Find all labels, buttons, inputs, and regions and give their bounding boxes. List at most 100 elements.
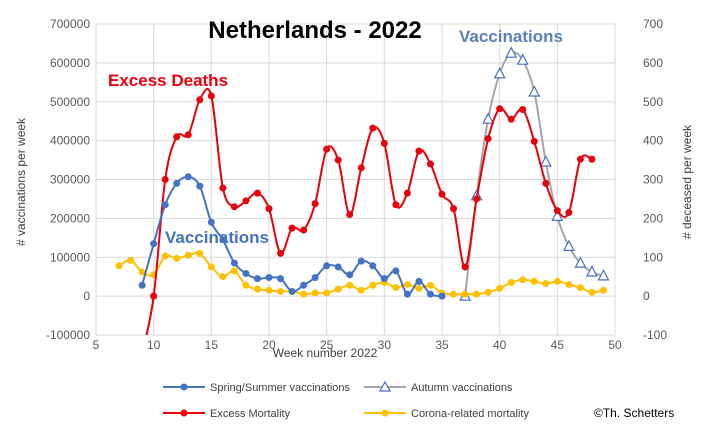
data-point-spring-summer-vaccinations bbox=[392, 267, 400, 275]
y-left-tick-label: 100000 bbox=[50, 250, 90, 264]
data-point-spring-summer-vaccinations bbox=[219, 236, 227, 244]
data-point-spring-summer-vaccinations bbox=[161, 201, 169, 209]
data-point-excess-mortality bbox=[196, 96, 204, 104]
data-point-excess-mortality bbox=[473, 195, 481, 203]
x-tick-label: 25 bbox=[320, 338, 334, 352]
data-point-corona-related-mortality bbox=[507, 279, 515, 287]
y-right-tick-label: 400 bbox=[643, 134, 663, 148]
data-point-spring-summer-vaccinations bbox=[173, 179, 181, 187]
data-point-excess-mortality bbox=[438, 190, 446, 198]
data-point-spring-summer-vaccinations bbox=[207, 218, 215, 226]
data-point-corona-related-mortality bbox=[265, 286, 273, 294]
y-left-tick-label: 700000 bbox=[50, 17, 90, 31]
data-point-spring-summer-vaccinations bbox=[346, 271, 354, 279]
data-point-excess-mortality bbox=[288, 224, 296, 232]
data-point-spring-summer-vaccinations bbox=[426, 290, 434, 298]
data-point-excess-mortality bbox=[253, 189, 261, 197]
data-point-spring-summer-vaccinations bbox=[277, 275, 285, 283]
data-point-corona-related-mortality bbox=[277, 287, 285, 295]
data-point-excess-mortality bbox=[565, 209, 573, 217]
data-point-spring-summer-vaccinations bbox=[196, 182, 204, 190]
y-left-tick-label: 500000 bbox=[50, 95, 90, 109]
data-point-corona-related-mortality bbox=[473, 290, 481, 298]
data-point-corona-related-mortality bbox=[450, 290, 458, 298]
data-point-excess-mortality bbox=[542, 179, 550, 187]
data-point-spring-summer-vaccinations bbox=[265, 273, 273, 281]
data-point-autumn-vaccinations bbox=[539, 155, 552, 167]
data-point-excess-mortality bbox=[426, 160, 434, 168]
chart-title: Netherlands - 2022 bbox=[208, 17, 421, 44]
data-point-excess-mortality bbox=[369, 124, 377, 132]
data-point-autumn-vaccinations bbox=[505, 46, 518, 58]
x-axis-title: Week number 2022 bbox=[273, 346, 378, 360]
data-point-corona-related-mortality bbox=[588, 288, 596, 296]
data-point-spring-summer-vaccinations bbox=[288, 287, 296, 295]
x-tick-label: 5 bbox=[93, 338, 100, 352]
data-point-corona-related-mortality bbox=[253, 285, 261, 293]
data-point-excess-mortality bbox=[588, 155, 596, 163]
data-point-excess-mortality bbox=[415, 147, 423, 155]
data-point-corona-related-mortality bbox=[426, 281, 434, 289]
data-point-corona-related-mortality bbox=[576, 284, 584, 292]
data-point-excess-mortality bbox=[334, 156, 342, 164]
data-point-excess-mortality bbox=[219, 184, 227, 192]
series-line-excess-mortality bbox=[145, 87, 593, 335]
y-left-tick-label: 200000 bbox=[50, 211, 90, 225]
data-point-corona-related-mortality bbox=[115, 262, 123, 270]
data-point-spring-summer-vaccinations bbox=[323, 262, 331, 270]
credit: ©Th. Schetters bbox=[594, 406, 674, 420]
data-point-spring-summer-vaccinations bbox=[253, 275, 261, 283]
data-point-excess-mortality bbox=[507, 115, 515, 123]
legend-item-excess-mortality: Excess Mortality bbox=[163, 408, 291, 420]
legend-label-corona-related: Corona-related mortality bbox=[411, 408, 529, 420]
x-tick-label: 45 bbox=[551, 338, 565, 352]
legend-item-corona-related-mortality: Corona-related mortality bbox=[364, 408, 529, 420]
data-point-excess-mortality bbox=[265, 205, 273, 213]
data-point-excess-mortality bbox=[461, 263, 469, 271]
x-tick-label: 10 bbox=[147, 338, 161, 352]
legend-item-spring-summer-vaccinations: Spring/Summer vaccinations bbox=[163, 382, 351, 394]
y-right-tick-label: 200 bbox=[643, 211, 663, 225]
data-point-corona-related-mortality bbox=[496, 284, 504, 292]
data-point-corona-related-mortality bbox=[138, 268, 146, 276]
y-left-tick-label: 600000 bbox=[50, 56, 90, 70]
series-spring-summer-vaccinations bbox=[138, 173, 446, 300]
y-right-tick-label: 100 bbox=[643, 250, 663, 264]
y-right-tick-label: 700 bbox=[643, 17, 663, 31]
x-axis-ticks: 5 10 15 20 25 30 35 40 45 50 bbox=[93, 338, 622, 352]
data-point-spring-summer-vaccinations bbox=[300, 281, 308, 289]
data-point-excess-mortality bbox=[161, 176, 169, 183]
data-point-autumn-vaccinations bbox=[482, 112, 495, 124]
data-point-excess-mortality bbox=[357, 164, 365, 172]
data-point-autumn-vaccinations bbox=[516, 53, 529, 65]
legend: Spring/Summer vaccinations Autumn vaccin… bbox=[163, 380, 529, 420]
data-point-corona-related-mortality bbox=[207, 263, 215, 271]
x-tick-label: 35 bbox=[435, 338, 449, 352]
data-point-excess-mortality bbox=[150, 292, 158, 300]
y-axis-title-right: # deceased per week bbox=[680, 124, 694, 239]
data-point-excess-mortality bbox=[484, 135, 492, 143]
data-point-spring-summer-vaccinations bbox=[415, 277, 423, 285]
data-point-corona-related-mortality bbox=[565, 280, 573, 288]
y-left-tick-label: 0 bbox=[83, 289, 90, 303]
x-tick-label: 40 bbox=[493, 338, 507, 352]
data-point-corona-related-mortality bbox=[542, 280, 550, 288]
data-point-corona-related-mortality bbox=[392, 284, 400, 292]
x-tick-label: 20 bbox=[262, 338, 276, 352]
data-point-excess-mortality bbox=[346, 210, 354, 218]
data-point-corona-related-mortality bbox=[461, 290, 469, 298]
data-point-excess-mortality bbox=[380, 139, 388, 147]
data-point-excess-mortality bbox=[519, 106, 527, 114]
gridlines bbox=[95, 23, 616, 336]
series-excess-mortality bbox=[145, 87, 596, 335]
data-point-spring-summer-vaccinations bbox=[438, 292, 446, 300]
y-right-tick-label: 300 bbox=[643, 173, 663, 187]
data-point-excess-mortality bbox=[207, 92, 215, 100]
x-tick-label: 15 bbox=[205, 338, 219, 352]
data-point-corona-related-mortality bbox=[127, 256, 135, 264]
data-point-corona-related-mortality bbox=[196, 249, 204, 257]
y-left-tick-label: 400000 bbox=[50, 134, 90, 148]
data-point-corona-related-mortality bbox=[519, 276, 527, 284]
data-point-spring-summer-vaccinations bbox=[184, 173, 192, 181]
data-point-autumn-vaccinations bbox=[562, 239, 575, 251]
